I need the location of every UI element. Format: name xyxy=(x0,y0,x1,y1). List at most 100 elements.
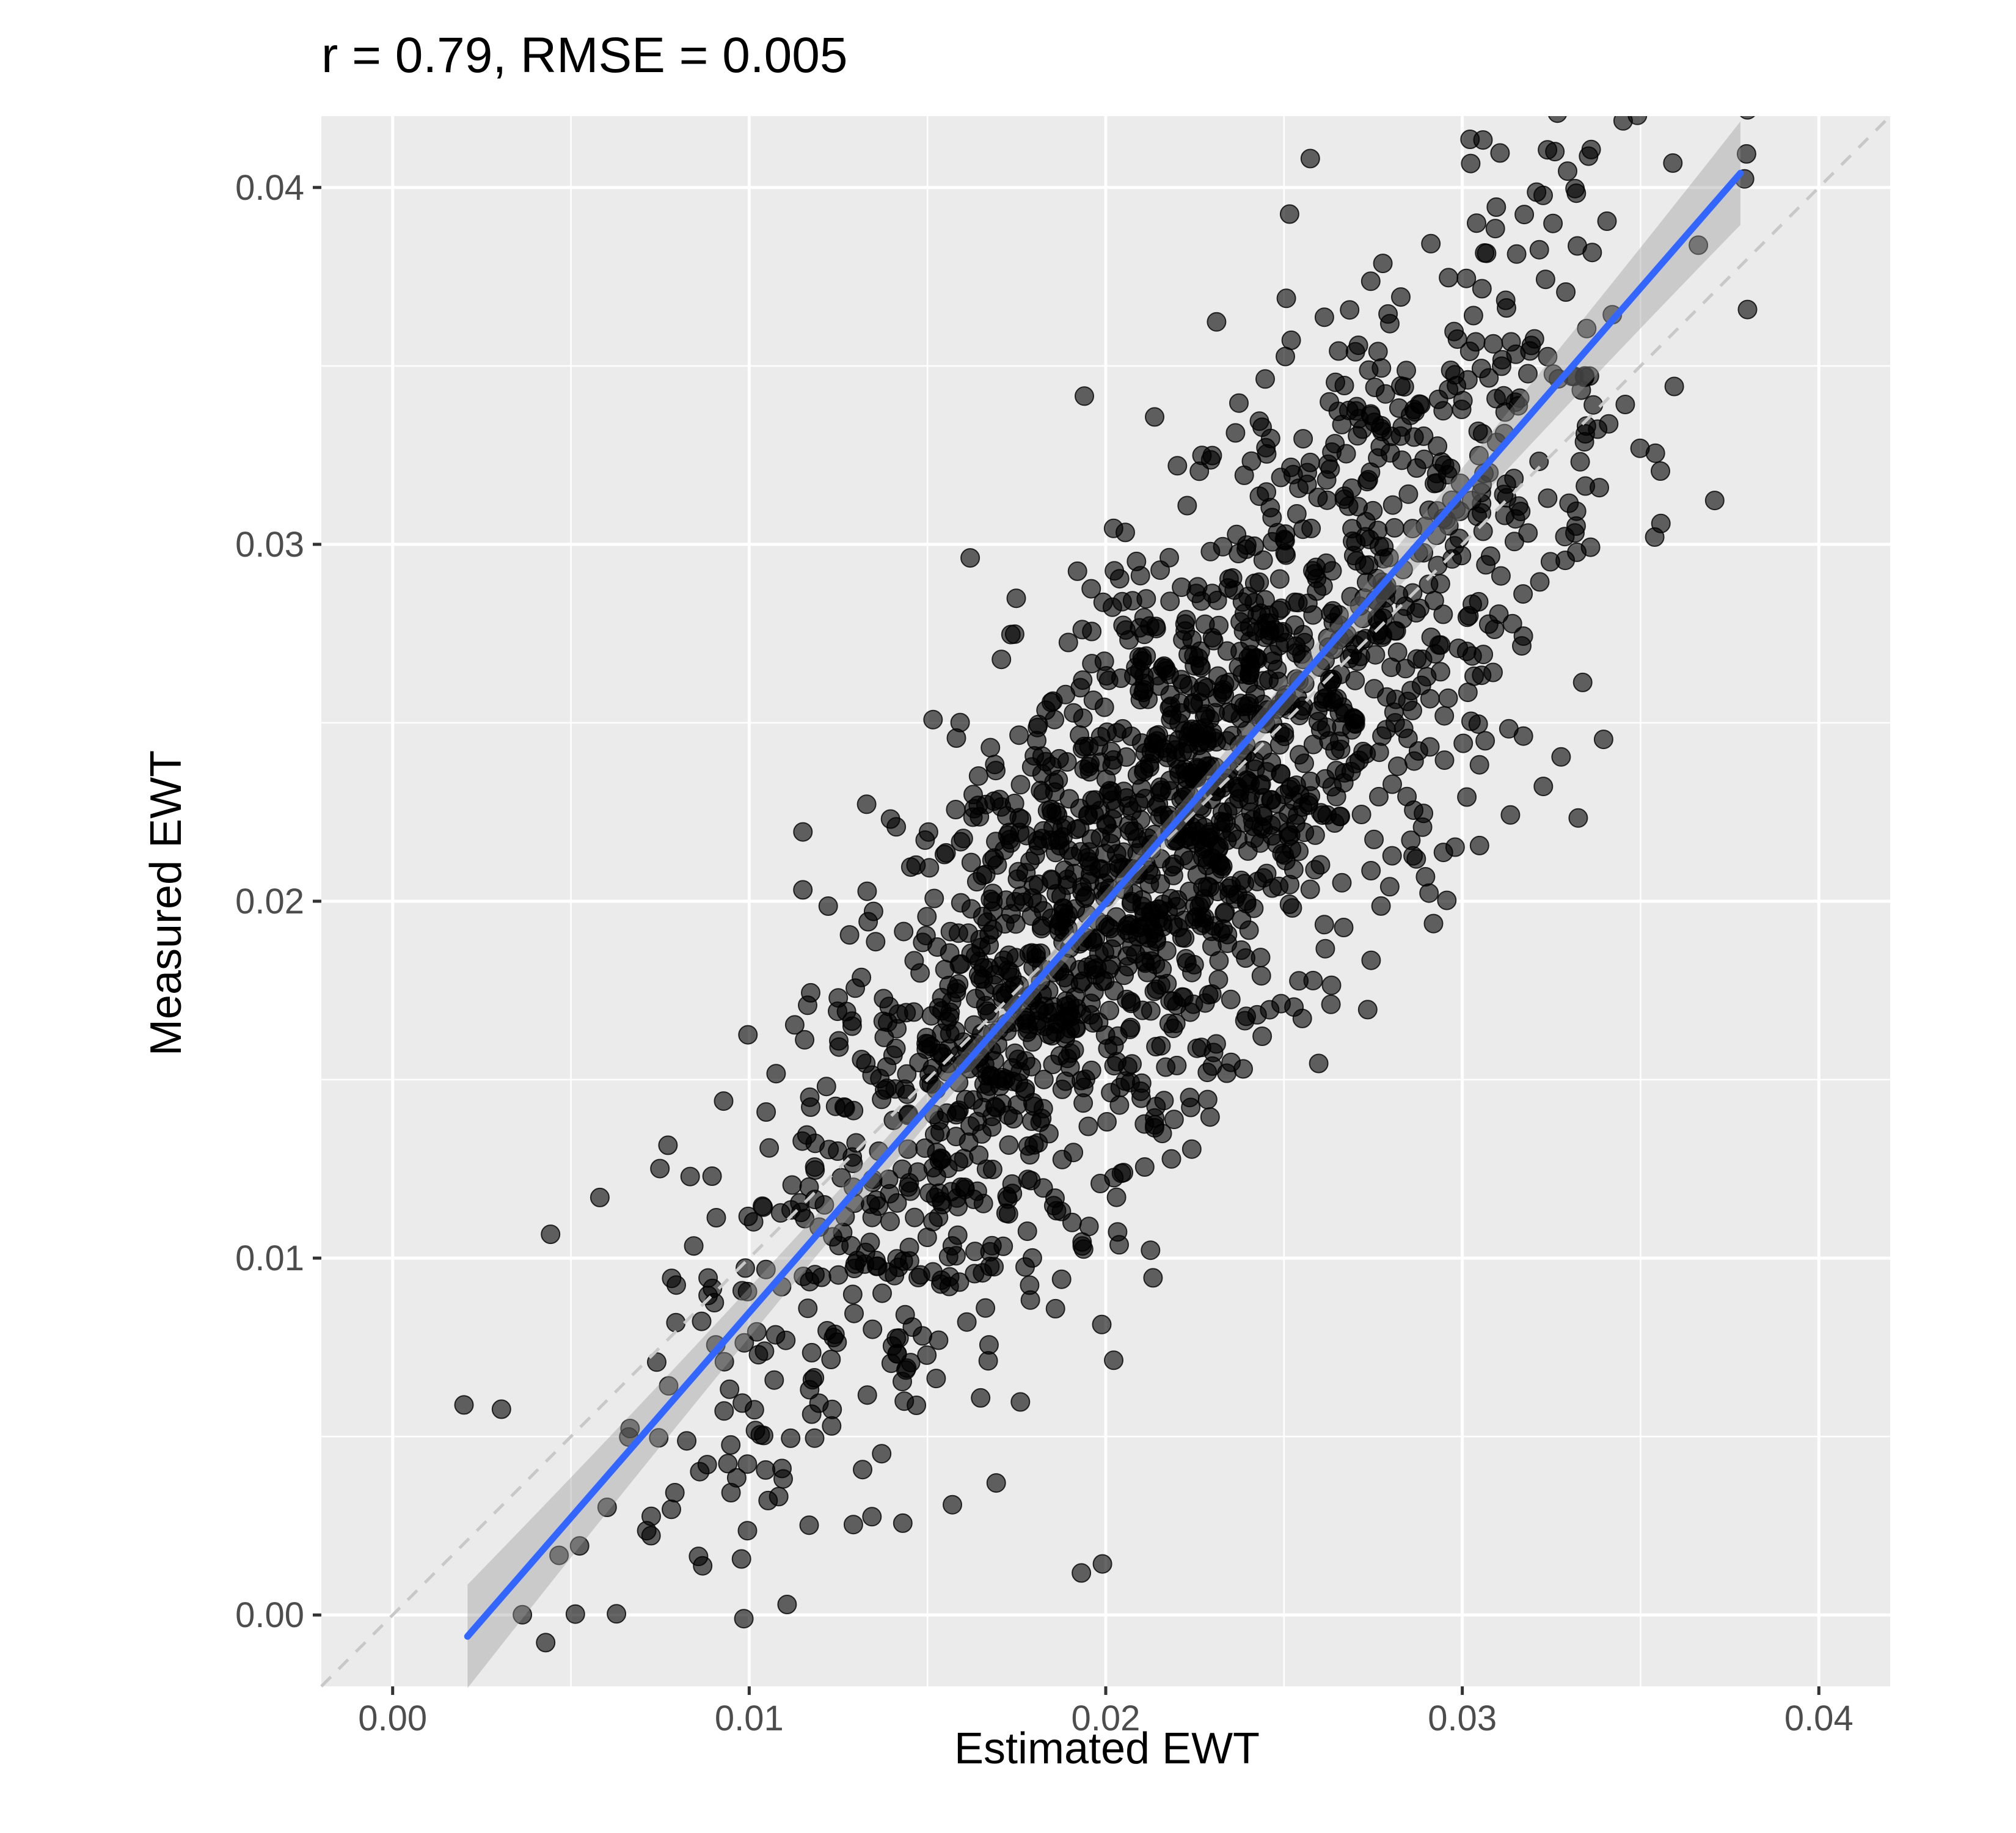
data-point xyxy=(953,829,973,849)
data-point xyxy=(718,1454,738,1474)
data-point xyxy=(1308,712,1328,731)
data-point xyxy=(1249,572,1269,592)
data-point xyxy=(946,728,966,748)
data-point xyxy=(992,1094,1012,1114)
data-point xyxy=(982,1235,1002,1256)
data-point xyxy=(905,1207,925,1227)
data-point xyxy=(1034,1069,1054,1089)
data-point xyxy=(1167,1055,1187,1075)
data-point xyxy=(1582,243,1602,263)
data-point xyxy=(773,1469,793,1489)
data-point xyxy=(1533,777,1554,797)
data-point xyxy=(917,1345,937,1365)
data-point xyxy=(1566,501,1587,521)
data-point xyxy=(1360,271,1381,291)
data-point xyxy=(1252,741,1273,761)
data-point xyxy=(1339,400,1359,420)
data-point xyxy=(1131,1081,1151,1101)
data-point xyxy=(607,1604,627,1624)
data-point xyxy=(1527,182,1547,202)
data-point xyxy=(1203,1042,1224,1063)
data-point xyxy=(973,957,993,978)
data-point xyxy=(647,1352,667,1372)
data-point xyxy=(1300,879,1320,899)
data-point xyxy=(1087,958,1107,978)
data-point xyxy=(955,1089,976,1110)
data-point xyxy=(949,954,970,975)
data-point xyxy=(1103,518,1123,538)
data-point xyxy=(1195,993,1215,1013)
data-point xyxy=(738,1025,758,1045)
data-point xyxy=(766,1064,786,1084)
data-point xyxy=(659,1376,679,1396)
data-point xyxy=(1081,579,1101,599)
data-point xyxy=(1580,537,1601,557)
data-point xyxy=(1476,555,1496,575)
data-point xyxy=(1100,1000,1120,1020)
data-point xyxy=(933,1047,954,1067)
data-point xyxy=(805,1133,825,1154)
data-point xyxy=(897,1064,917,1084)
data-point xyxy=(1129,647,1149,667)
x-axis: 0.00 0.01 0.02 0.03 0.04 xyxy=(358,1686,1853,1738)
data-point xyxy=(1577,318,1597,338)
data-point xyxy=(857,1385,877,1405)
data-point xyxy=(1263,651,1283,671)
data-point xyxy=(1419,500,1439,521)
data-point xyxy=(900,857,921,877)
data-point xyxy=(1634,57,1652,76)
data-point xyxy=(1463,306,1483,326)
data-point xyxy=(1234,604,1254,624)
data-point xyxy=(1444,536,1464,556)
data-point xyxy=(1104,1350,1123,1370)
data-point xyxy=(801,1097,820,1117)
data-point xyxy=(1074,736,1094,756)
data-point xyxy=(1164,1110,1184,1130)
data-point xyxy=(801,982,820,1003)
data-point xyxy=(1120,992,1141,1012)
data-point xyxy=(863,901,883,921)
data-point xyxy=(1348,651,1368,671)
data-point xyxy=(1597,211,1617,231)
data-point xyxy=(927,937,947,957)
data-point xyxy=(1472,279,1492,299)
data-point xyxy=(1045,709,1065,730)
data-point xyxy=(1072,1563,1092,1583)
data-point xyxy=(971,1388,991,1408)
data-point xyxy=(1489,604,1509,624)
data-point xyxy=(1160,547,1179,568)
data-point xyxy=(1167,456,1188,476)
data-point xyxy=(976,865,996,885)
data-point xyxy=(1046,1201,1067,1221)
data-point xyxy=(1424,590,1444,610)
data-point xyxy=(1415,867,1436,887)
data-point xyxy=(1475,243,1495,263)
data-point xyxy=(641,1506,661,1526)
data-point xyxy=(1067,561,1087,581)
data-point xyxy=(1176,610,1196,630)
data-point xyxy=(1045,843,1065,863)
data-point xyxy=(907,1396,927,1415)
data-point xyxy=(706,1208,726,1227)
data-point xyxy=(1236,894,1257,913)
data-point xyxy=(1538,488,1558,508)
data-point xyxy=(1082,929,1102,949)
data-point xyxy=(1419,883,1439,903)
data-point xyxy=(1186,584,1207,604)
data-point xyxy=(1394,377,1414,397)
data-point xyxy=(1146,797,1166,817)
data-point xyxy=(1020,851,1040,871)
data-point xyxy=(926,1369,946,1389)
data-point xyxy=(1081,865,1100,885)
data-point xyxy=(756,1460,776,1480)
data-point xyxy=(1017,1221,1037,1242)
data-point xyxy=(1033,1178,1053,1198)
x-tick-label: 0.02 xyxy=(1072,1699,1141,1738)
data-point xyxy=(1028,714,1048,734)
data-point xyxy=(964,799,984,819)
data-point xyxy=(1072,882,1092,902)
data-point xyxy=(1651,461,1670,481)
data-point xyxy=(916,1034,936,1053)
data-point xyxy=(732,1393,753,1413)
data-point xyxy=(822,1416,842,1436)
